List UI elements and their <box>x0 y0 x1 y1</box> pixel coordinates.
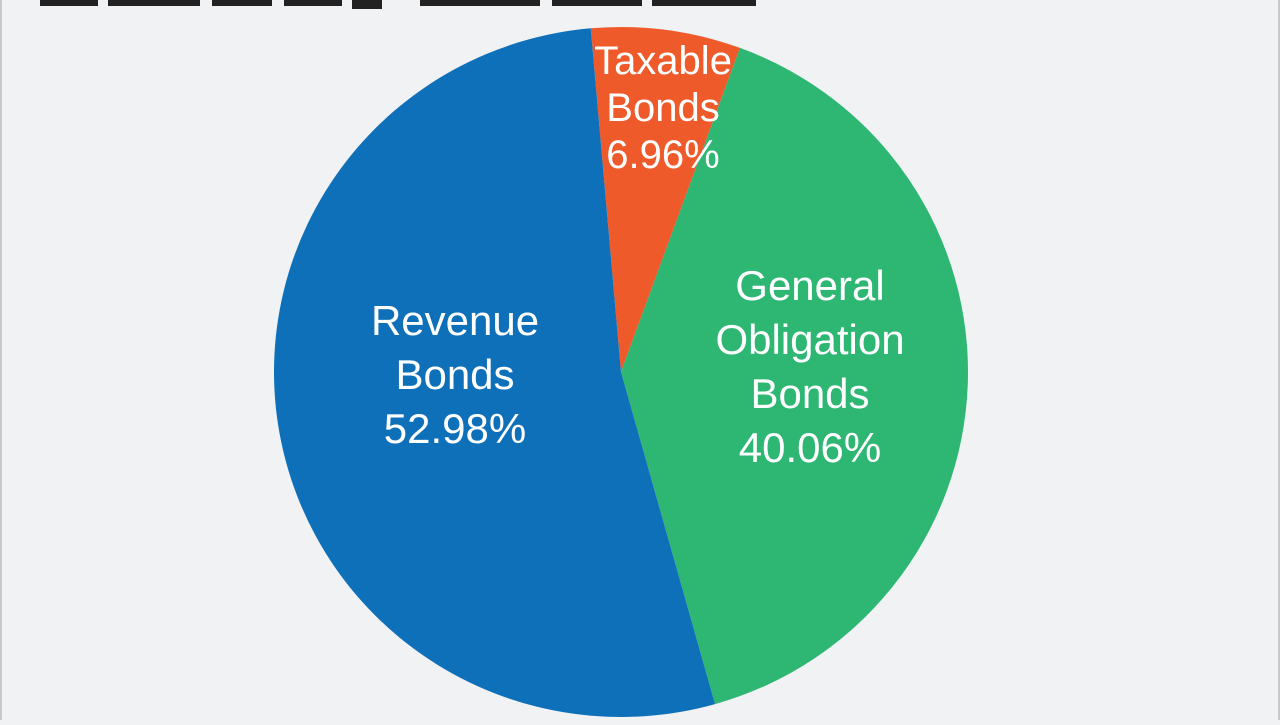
slice-name-line: Bonds <box>606 86 719 130</box>
slice-name-line: Bonds <box>750 370 869 417</box>
slice-name-line: General <box>735 262 884 309</box>
slice-label-general-obligation-bonds: General Obligation Bonds 40.06% <box>715 262 904 471</box>
slice-name-line: Revenue <box>371 297 539 344</box>
slice-percent-label: 40.06% <box>739 424 881 471</box>
slice-percent-label: 6.96% <box>606 133 719 177</box>
slice-label-revenue-bonds: Revenue Bonds 52.98% <box>371 297 539 452</box>
frame-left-border <box>0 0 2 720</box>
pie-slice-taxable-bonds <box>590 26 740 373</box>
slice-percent-label: 52.98% <box>384 405 526 452</box>
pie-slices <box>273 26 968 717</box>
pie-slice-revenue-bonds <box>273 28 716 717</box>
slice-name-line: Taxable <box>594 39 732 83</box>
slice-name-line: Obligation <box>715 316 904 363</box>
slice-name-line: Bonds <box>395 351 514 398</box>
frame-right-border <box>1278 0 1280 720</box>
clipped-title-remnant <box>40 0 756 9</box>
pie-slice-general-obligation-bonds <box>621 47 968 705</box>
slice-labels: Taxable Bonds 6.96%General Obligation Bonds 4… <box>371 39 905 471</box>
slice-label-taxable-bonds: Taxable Bonds 6.96% <box>594 39 732 177</box>
